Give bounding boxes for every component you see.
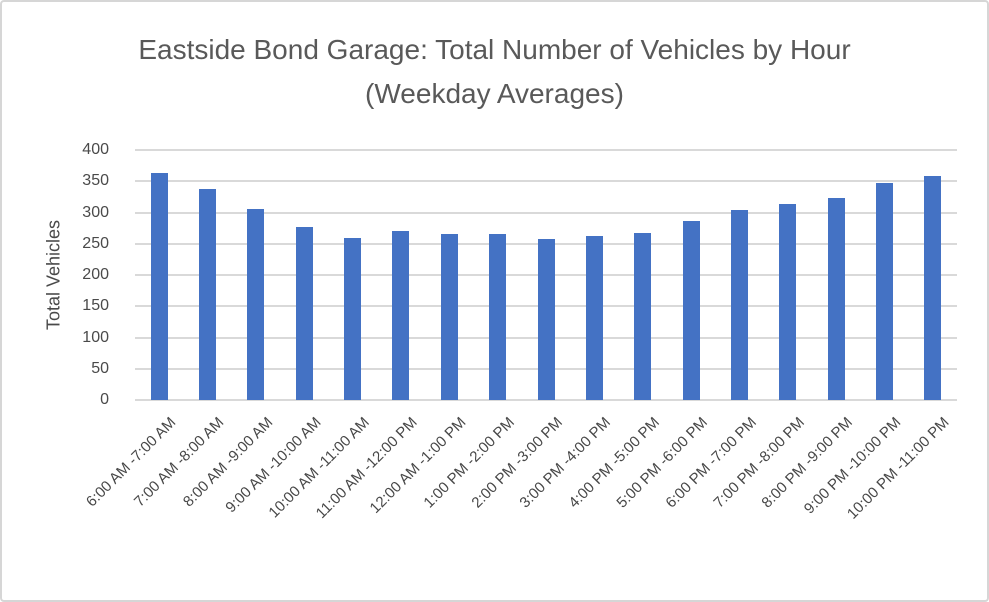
bar-15 [875, 183, 893, 400]
y-tick-label-350: 350 [82, 172, 109, 190]
y-tick-label-150: 150 [82, 297, 109, 315]
bar-4 [344, 237, 362, 400]
x-tick-label-8: 2:00 PM -3:00 PM [468, 414, 567, 512]
x-tick-label-7: 1:00 PM -2:00 PM [420, 414, 518, 512]
y-tick-label-50: 50 [91, 359, 109, 377]
bar-12 [730, 210, 748, 400]
bar-13 [779, 204, 797, 400]
bar-10 [634, 232, 652, 400]
x-tick-label-10: 4:00 PM -5:00 PM [565, 414, 663, 512]
x-tick-label-14: 8:00 PM -9:00 PM [758, 414, 857, 512]
gridline-y-350 [135, 180, 957, 183]
y-axis-tick-labels: 0 50 100 150 200 250 300 350 400 [42, 141, 109, 408]
x-tick-label-16: 10:00 PM -11:00 PM [844, 414, 953, 523]
x-tick-label-3: 9:00 AM -10:00 AM [222, 414, 325, 517]
bar-0 [150, 173, 168, 400]
bar-9 [585, 236, 603, 400]
y-tick-label-100: 100 [82, 328, 109, 346]
y-tick-label-0: 0 [100, 391, 109, 408]
x-tick-label-1: 7:00 AM -8:00 AM [131, 414, 228, 511]
x-tick-label-5: 11:00 AM -12:00 PM [313, 414, 421, 522]
y-tick-label-400: 400 [82, 141, 109, 158]
x-tick-label-6: 12:00 AM -1:00 PM [366, 414, 470, 517]
gridline-y-0 [135, 399, 957, 401]
bar-2 [247, 208, 265, 400]
bar-1 [199, 189, 217, 400]
y-tick-label-300: 300 [82, 203, 109, 221]
x-tick-label-9: 3:00 PM -4:00 PM [516, 414, 615, 512]
bar-14 [827, 198, 845, 400]
chart-title: Eastside Bond Garage: Total Number of Ve… [138, 34, 851, 109]
bar-16 [924, 176, 942, 400]
bar-6 [440, 233, 458, 400]
gridline-y-300 [135, 211, 957, 214]
x-tick-label-4: 10:00 AM -11:00 AM [265, 414, 373, 522]
gridline-y-400 [135, 149, 957, 151]
x-tick-label-13: 7:00 PM -8:00 PM [710, 414, 808, 512]
x-tick-label-12: 6:00 PM -7:00 PM [661, 414, 760, 512]
y-tick-label-200: 200 [82, 266, 109, 283]
bar-8 [537, 238, 555, 400]
bar-11 [682, 220, 700, 400]
x-tick-label-0: 6:00 AM -7:00 AM [82, 414, 180, 511]
bar-7 [489, 233, 507, 400]
x-tick-label-2: 8:00 AM -9:00 AM [179, 414, 276, 511]
x-tick-label-15: 9:00 PM -10:00 PM [801, 414, 905, 518]
plot-area [135, 149, 957, 401]
x-tick-label-11: 5:00 PM -6:00 PM [613, 414, 712, 512]
bar-3 [295, 226, 313, 400]
bar-5 [392, 231, 410, 400]
y-tick-label-250: 250 [82, 234, 109, 252]
